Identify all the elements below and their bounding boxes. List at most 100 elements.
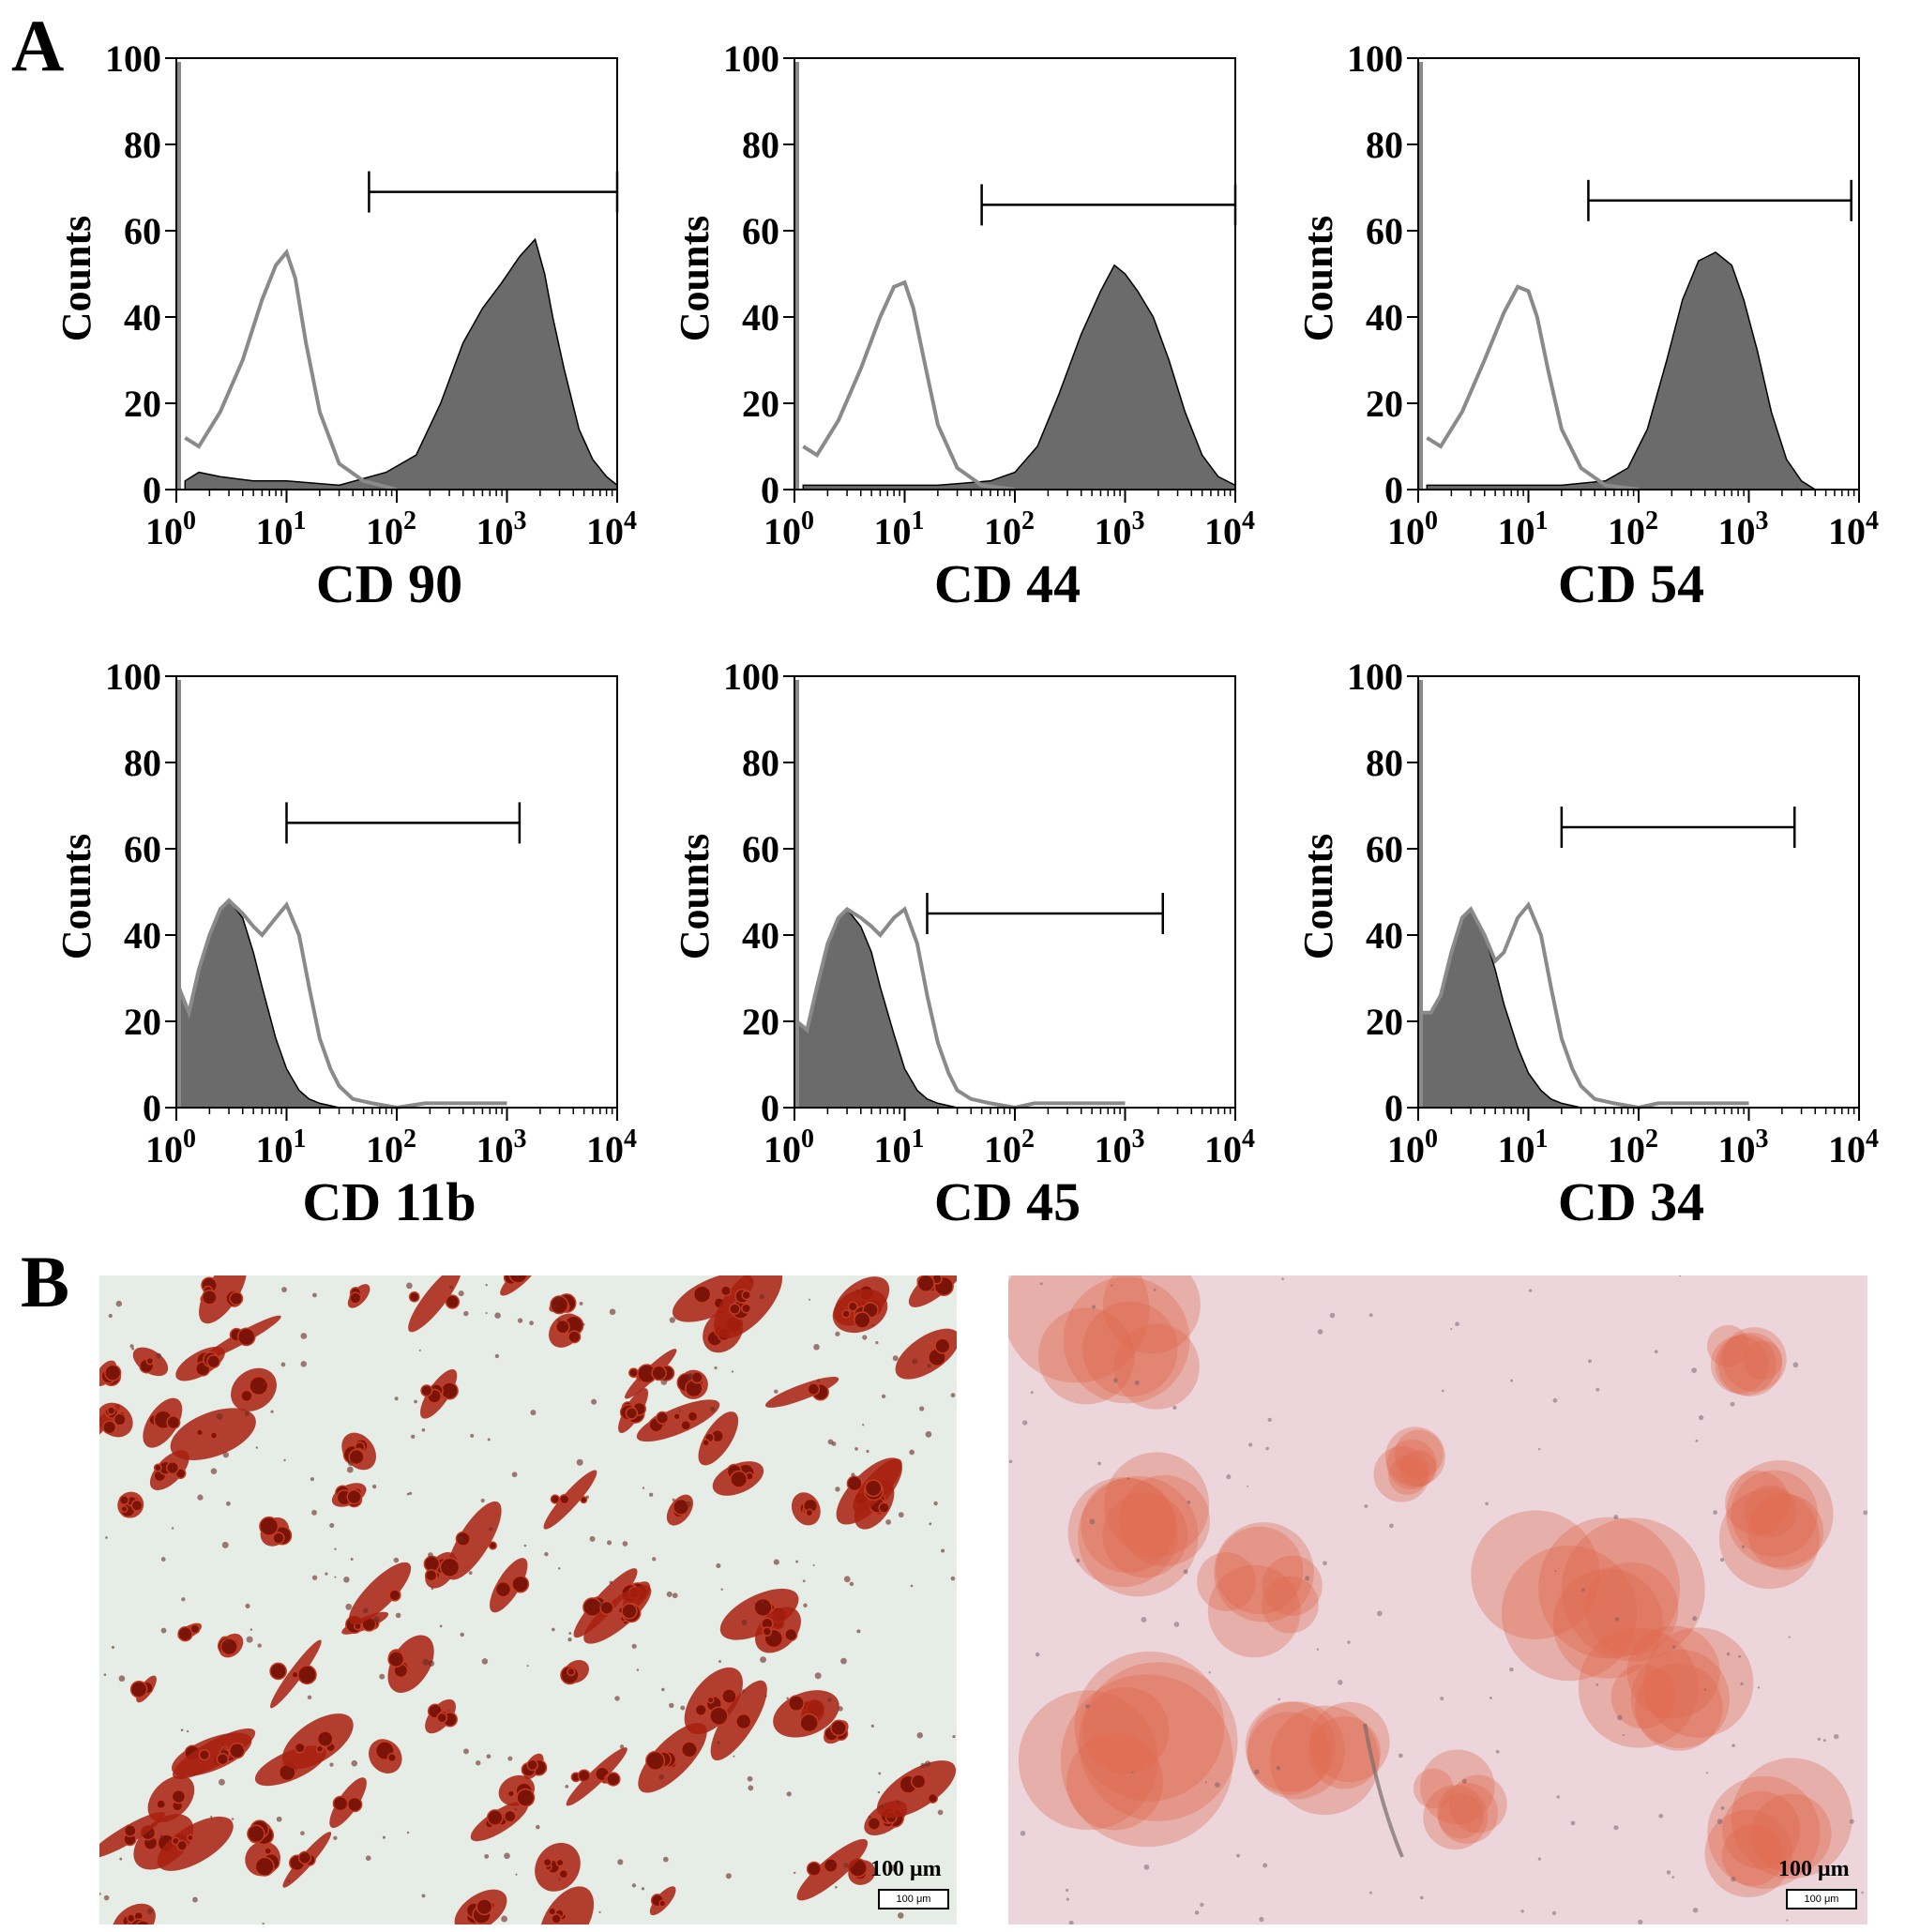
x-tick-label: 101 [874,1124,925,1170]
isotype-control-histogram [795,906,1126,1110]
y-tick-label: 100 [1347,38,1403,80]
y-tick-label: 0 [761,1087,779,1129]
scale-bar-right: 100 μm [1786,1889,1857,1909]
y-tick-label: 60 [124,210,161,252]
x-tick-label: 102 [984,506,1035,552]
y-tick-label: 20 [124,383,161,425]
y-tick-label: 80 [124,124,161,166]
x-tick-label: 102 [984,1124,1035,1170]
y-tick-label: 60 [742,210,779,252]
flow-cytometry-histogram-grid: 0 20 40 60 80 100 100 101 102 103 104 Counts CD 90 0 2… [53,38,1879,1232]
x-axis-label: CD 45 [934,1171,1081,1232]
y-tick-label: 100 [105,38,161,80]
x-tick-label: 100 [764,506,814,552]
y-tick-label: 80 [1366,124,1403,166]
x-tick-label: 104 [1828,1124,1879,1170]
y-axis-label: Counts [672,216,718,342]
x-tick-label: 103 [476,1124,527,1170]
isotype-control-histogram [802,279,1016,491]
stained-histogram [184,237,618,491]
stained-histogram [795,908,958,1109]
panel-label-a: A [11,5,65,86]
x-tick-label: 103 [1718,1124,1769,1170]
y-tick-label: 20 [124,1001,161,1043]
x-tick-label: 102 [366,506,416,552]
y-tick-label: 100 [723,656,779,698]
x-tick-label: 101 [256,1124,307,1170]
y-tick-label: 80 [742,742,779,784]
osteogenic-micrograph [1008,1275,1867,1924]
x-tick-label: 102 [366,1124,416,1170]
histogram-cd-54: 0 20 40 60 80 100 100 101 102 103 104 Counts CD 54 [1295,38,1879,614]
x-tick-label: 104 [1204,506,1255,552]
y-axis-label: Counts [1295,216,1341,342]
x-tick-label: 101 [1498,506,1549,552]
histogram-cd-44: 0 20 40 60 80 100 100 101 102 103 104 Counts CD 44 [672,38,1255,614]
x-tick-label: 101 [1498,1124,1549,1170]
y-tick-label: 100 [723,38,779,80]
x-tick-label: 100 [1387,506,1438,552]
y-tick-label: 60 [1366,828,1403,870]
x-tick-label: 103 [1095,1124,1145,1170]
y-tick-label: 20 [1366,1001,1403,1043]
isotype-control-histogram [176,898,507,1110]
x-axis-label: CD 90 [316,553,462,614]
y-tick-label: 0 [143,469,161,511]
x-axis-label: CD 34 [1558,1171,1704,1232]
y-tick-label: 40 [124,914,161,957]
stained-histogram [1426,251,1859,491]
x-axis-label: CD 54 [1558,553,1704,614]
isotype-control-histogram [1426,284,1640,491]
x-tick-label: 104 [1828,506,1879,552]
plot-frame [1417,57,1860,491]
x-tick-label: 102 [1608,1124,1658,1170]
y-axis-label: Counts [53,834,99,960]
stained-histogram [802,264,1236,491]
x-tick-label: 104 [586,1124,637,1170]
y-axis-label: Counts [1295,834,1341,960]
x-tick-label: 100 [145,506,196,552]
x-tick-label: 103 [1095,506,1145,552]
adipogenic-micrograph [99,1275,957,1924]
y-tick-label: 80 [124,742,161,784]
y-tick-label: 0 [143,1087,161,1129]
y-axis-label: Counts [672,834,718,960]
isotype-control-histogram [1420,900,1749,1110]
x-tick-label: 102 [1608,506,1658,552]
y-tick-label: 20 [742,1001,779,1043]
y-tick-label: 20 [1366,383,1403,425]
x-tick-label: 100 [764,1124,814,1170]
scale-bar-label-right: 100 μm [1778,1857,1850,1881]
x-tick-label: 101 [256,506,307,552]
x-tick-label: 103 [1718,506,1769,552]
y-tick-label: 40 [1366,914,1403,957]
histogram-cd-34: 0 20 40 60 80 100 100 101 102 103 104 Counts CD 34 [1295,656,1879,1232]
x-tick-label: 104 [1204,1124,1255,1170]
x-tick-label: 100 [1387,1124,1438,1170]
y-tick-label: 40 [1366,296,1403,339]
y-tick-label: 0 [1384,469,1403,511]
scale-bar-left: 100 μm [878,1889,949,1909]
y-tick-label: 60 [124,828,161,870]
y-tick-label: 80 [1366,742,1403,784]
histogram-cd-90: 0 20 40 60 80 100 100 101 102 103 104 Counts CD 90 [53,38,637,614]
y-tick-label: 80 [742,124,779,166]
y-tick-label: 40 [124,296,161,339]
scale-bar-label-left: 100 μm [870,1857,942,1881]
x-tick-label: 101 [874,506,925,552]
y-tick-label: 40 [742,296,779,339]
x-axis-label: CD 11b [302,1171,476,1232]
histogram-cd-11b: 0 20 40 60 80 100 100 101 102 103 104 Counts CD 11b [53,656,637,1232]
y-tick-label: 60 [1366,210,1403,252]
y-tick-label: 0 [1384,1087,1403,1129]
x-tick-label: 103 [476,506,527,552]
y-tick-label: 100 [1347,656,1403,698]
y-tick-label: 100 [105,656,161,698]
y-tick-label: 40 [742,914,779,957]
panel-label-b: B [21,1241,70,1322]
y-tick-label: 20 [742,383,779,425]
y-tick-label: 60 [742,828,779,870]
histogram-cd-45: 0 20 40 60 80 100 100 101 102 103 104 Counts CD 45 [672,656,1255,1232]
isotype-control-histogram [184,248,398,491]
y-tick-label: 0 [761,469,779,511]
